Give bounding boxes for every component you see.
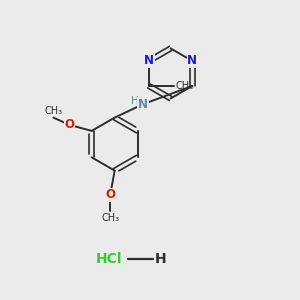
Text: H: H <box>154 252 166 266</box>
Text: CH₃: CH₃ <box>101 213 119 223</box>
Text: HCl: HCl <box>95 252 122 266</box>
Text: N: N <box>187 54 197 68</box>
Text: O: O <box>64 118 75 131</box>
Text: CH₃: CH₃ <box>44 106 62 116</box>
Text: O: O <box>105 188 115 201</box>
Text: CH₃: CH₃ <box>176 81 194 91</box>
Text: N: N <box>144 54 154 68</box>
Text: H: H <box>130 96 138 106</box>
Text: N: N <box>138 98 148 111</box>
